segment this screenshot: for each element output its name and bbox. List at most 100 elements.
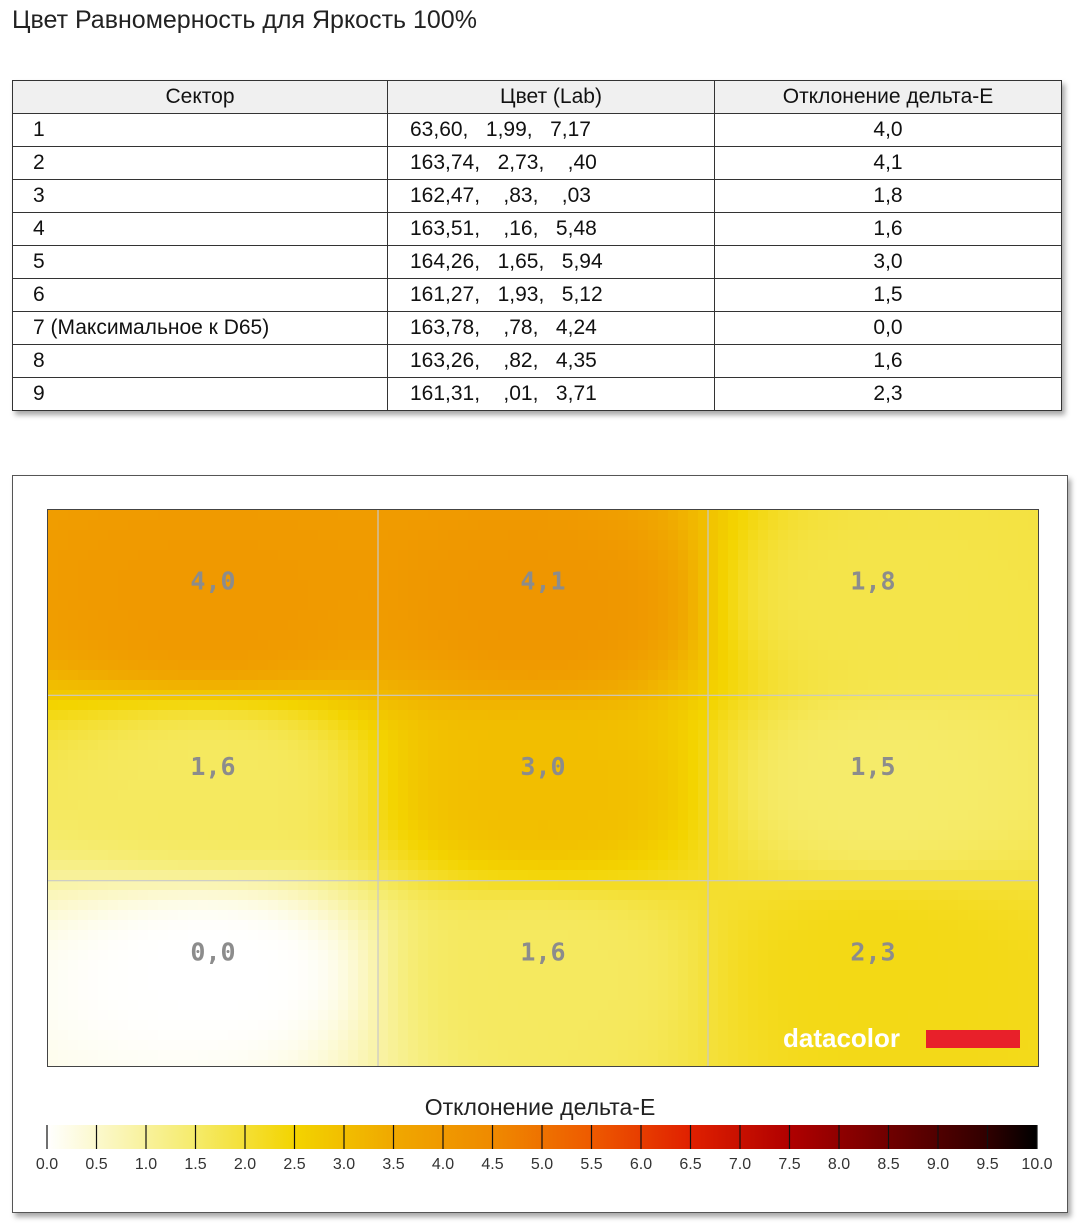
heatmap-pixel [438,800,449,811]
heatmap-pixel [298,760,309,771]
heatmap-pixel [578,970,589,981]
heatmap-pixel [278,940,289,951]
heatmap-pixel [228,930,239,941]
heatmap-pixel [948,920,959,931]
heatmap-pixel [498,660,509,671]
heatmap-pixel [758,550,769,561]
heatmap-pixel [518,730,529,741]
heatmap-pixel [798,730,809,741]
heatmap-pixel [618,980,629,991]
heatmap-pixel [68,940,79,951]
heatmap-pixel [78,510,89,521]
heatmap-pixel [578,990,589,1001]
heatmap-pixel [78,880,89,891]
heatmap-pixel [178,580,189,591]
heatmap-pixel [638,920,649,931]
heatmap-pixel [418,770,429,781]
heatmap-pixel [1018,940,1029,951]
heatmap-pixel [58,700,69,711]
heatmap-pixel [268,660,279,671]
heatmap-pixel [398,570,409,581]
heatmap-pixel [608,730,619,741]
heatmap-pixel [728,580,739,591]
heatmap-pixel [938,600,949,611]
heatmap-pixel [48,700,59,711]
heatmap-pixel [1028,990,1038,1001]
heatmap-pixel [558,720,569,731]
heatmap-pixel [908,740,919,751]
heatmap-pixel [378,610,389,621]
heatmap-pixel [368,650,379,661]
heatmap-pixel [448,960,459,971]
heatmap-pixel [888,600,899,611]
heatmap-pixel [598,970,609,981]
heatmap-pixel [968,860,979,871]
heatmap-pixel [528,960,539,971]
heatmap-pixel [178,740,189,751]
heatmap-pixel [908,870,919,881]
heatmap-pixel [308,1000,319,1011]
heatmap-pixel [558,660,569,671]
heatmap-pixel [488,550,499,561]
heatmap-pixel [208,790,219,801]
heatmap-pixel [348,530,359,541]
heatmap-pixel [988,900,999,911]
heatmap-pixel [138,920,149,931]
heatmap-pixel [248,590,259,601]
heatmap-pixel [908,700,919,711]
heatmap-pixel [778,780,789,791]
heatmap-pixel [578,910,589,921]
heatmap-pixel [718,590,729,601]
heatmap-pixel [608,770,619,781]
heatmap-pixel [118,800,129,811]
heatmap-pixel [768,530,779,541]
heatmap-pixel [618,730,629,741]
heatmap-pixel [678,850,689,861]
heatmap-pixel [348,950,359,961]
heatmap-pixel [228,680,239,691]
heatmap-pixel [338,550,349,561]
heatmap-pixel [438,740,449,751]
heatmap-pixel [808,550,819,561]
heatmap-pixel [848,870,859,881]
heatmap-pixel [148,760,159,771]
heatmap-pixel [718,540,729,551]
heatmap-pixel [378,770,389,781]
heatmap-pixel [398,780,409,791]
heatmap-pixel [218,710,229,721]
heatmap-pixel [428,700,439,711]
heatmap-pixel [638,650,649,661]
heatmap-pixel [868,950,879,961]
heatmap-pixel [238,730,249,741]
heatmap-pixel [458,770,469,781]
heatmap-pixel [148,540,159,551]
heatmap-pixel [188,800,199,811]
heatmap-pixel [48,540,59,551]
heatmap-pixel [198,680,209,691]
heatmap-pixel [168,810,179,821]
heatmap-pixel [588,890,599,901]
heatmap-pixel [798,910,809,921]
heatmap-pixel [608,900,619,911]
heatmap-pixel [248,710,259,721]
heatmap-pixel [588,560,599,571]
heatmap-pixel [408,870,419,881]
heatmap-pixel [68,650,79,661]
heatmap-pixel [938,890,949,901]
heatmap-pixel [218,510,229,521]
heatmap-pixel [508,850,519,861]
heatmap-pixel [698,810,709,821]
heatmap-pixel [488,560,499,571]
heatmap-pixel [308,980,319,991]
heatmap-pixel [778,750,789,761]
heatmap-pixel [978,950,989,961]
heatmap-pixel [288,850,299,861]
heatmap-pixel [328,530,339,541]
heatmap-pixel [638,890,649,901]
heatmap-pixel [768,980,779,991]
heatmap-pixel [328,890,339,901]
heatmap-pixel [468,650,479,661]
heatmap-pixel [478,530,489,541]
heatmap-pixel [968,660,979,671]
heatmap-pixel [88,600,99,611]
